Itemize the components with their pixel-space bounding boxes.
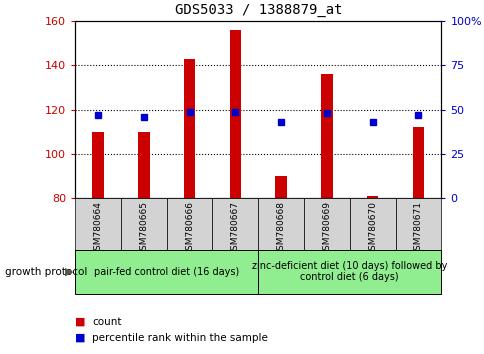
Text: growth protocol: growth protocol <box>5 267 87 277</box>
Bar <box>166 198 212 250</box>
Text: GSM780669: GSM780669 <box>322 201 331 256</box>
Bar <box>257 250 440 294</box>
Bar <box>257 198 303 250</box>
Bar <box>320 74 332 198</box>
Text: count: count <box>92 317 121 327</box>
Text: percentile rank within the sample: percentile rank within the sample <box>92 333 268 343</box>
Text: GSM780668: GSM780668 <box>276 201 285 256</box>
Text: GSM780667: GSM780667 <box>230 201 240 256</box>
Text: GSM780671: GSM780671 <box>413 201 422 256</box>
Bar <box>395 198 440 250</box>
Bar <box>138 132 149 198</box>
Text: ■: ■ <box>75 333 86 343</box>
Text: ■: ■ <box>75 317 86 327</box>
Bar <box>75 198 121 250</box>
Text: GSM780670: GSM780670 <box>367 201 377 256</box>
Bar <box>121 198 166 250</box>
Bar <box>349 198 395 250</box>
Text: GSM780665: GSM780665 <box>139 201 148 256</box>
Bar <box>92 132 104 198</box>
Bar <box>275 176 286 198</box>
Bar <box>412 127 424 198</box>
Text: GSM780666: GSM780666 <box>185 201 194 256</box>
Bar <box>183 59 195 198</box>
Bar <box>303 198 349 250</box>
Bar <box>229 30 241 198</box>
Text: GSM780664: GSM780664 <box>93 201 102 256</box>
Bar <box>75 250 257 294</box>
Title: GDS5033 / 1388879_at: GDS5033 / 1388879_at <box>174 4 341 17</box>
Text: ▶: ▶ <box>64 267 73 277</box>
Text: zinc-deficient diet (10 days) followed by
control diet (6 days): zinc-deficient diet (10 days) followed b… <box>252 261 447 282</box>
Text: pair-fed control diet (16 days): pair-fed control diet (16 days) <box>94 267 239 277</box>
Bar <box>366 196 378 198</box>
Bar <box>212 198 257 250</box>
